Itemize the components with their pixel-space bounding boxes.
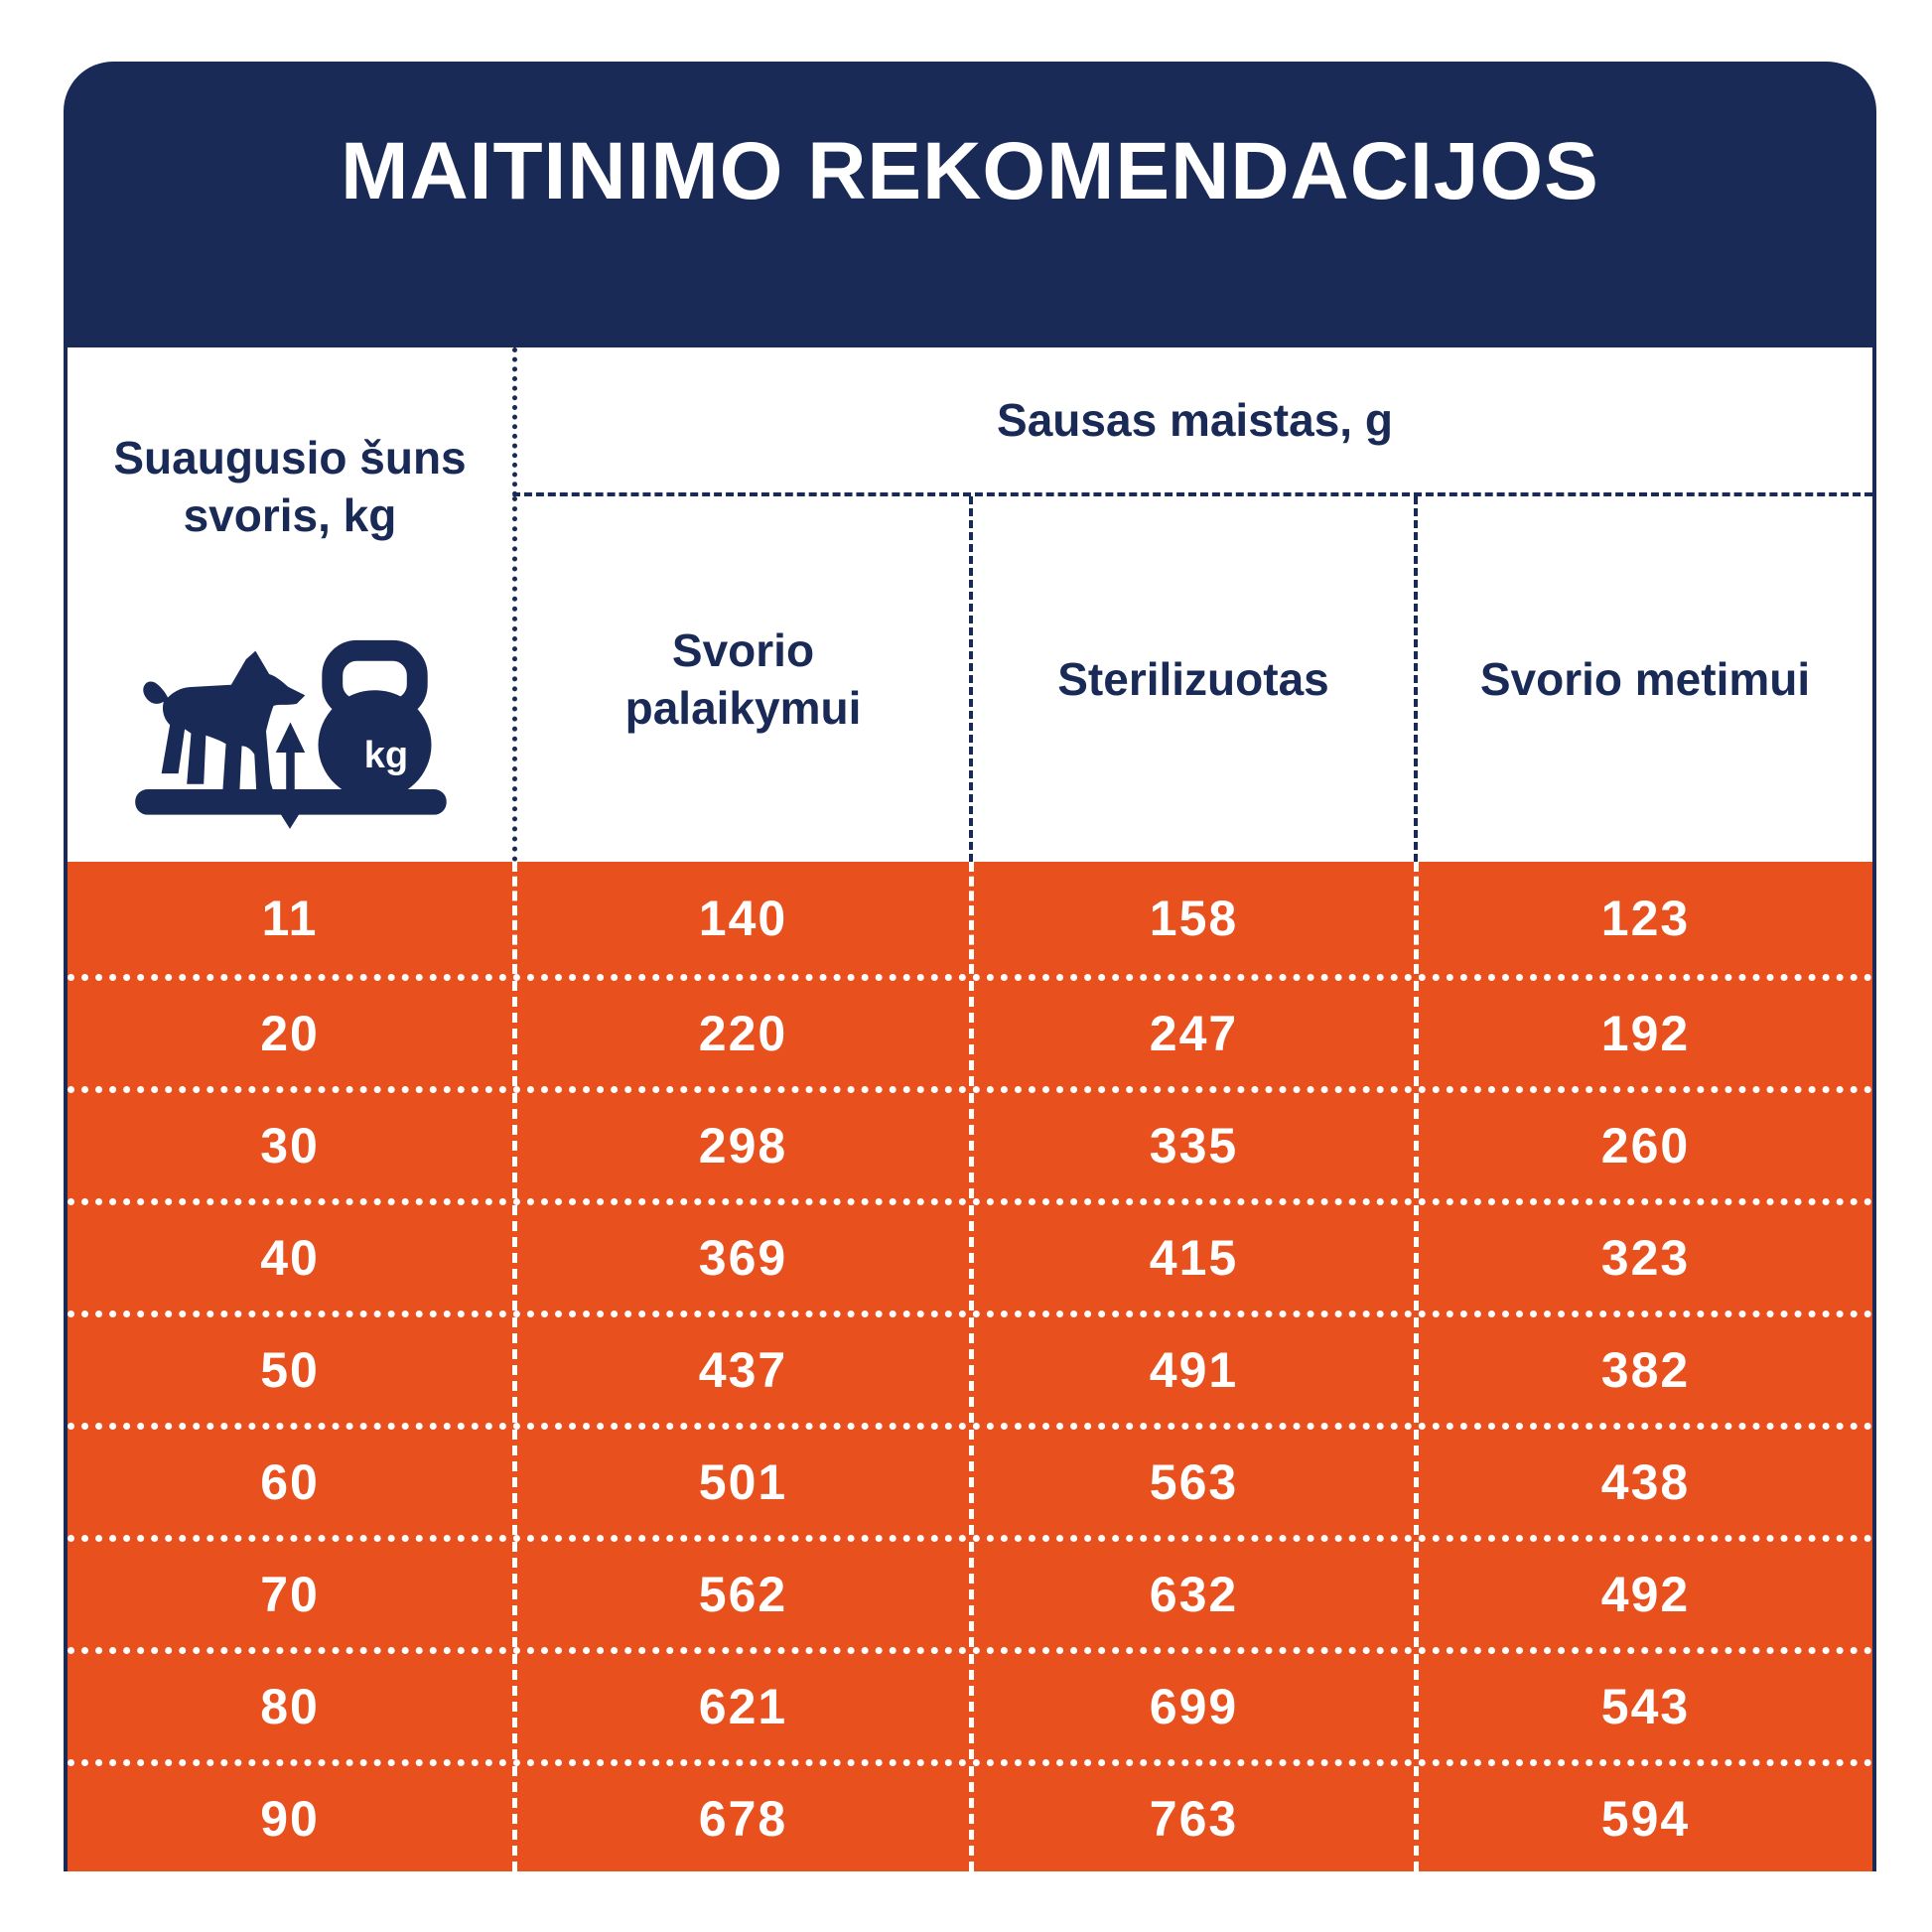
value-cell: 247 <box>969 981 1414 1086</box>
value-cell: 158 <box>969 862 1414 974</box>
weight-column-header: Suaugusio šuns svoris, kg kg <box>68 347 512 862</box>
value-cell: 563 <box>969 1430 1414 1535</box>
table-body: 11 140 158 123 20 220 247 192 30 298 335… <box>64 862 1876 1871</box>
value-cell: 594 <box>1414 1766 1872 1871</box>
value-cell: 369 <box>512 1205 969 1311</box>
weight-header-line2: svoris, kg <box>183 489 397 541</box>
value-cell: 678 <box>512 1766 969 1871</box>
table-row: 80 621 699 543 <box>68 1647 1872 1759</box>
value-cell: 335 <box>969 1093 1414 1198</box>
column-header-sterilized: Sterilizuotas <box>969 496 1414 862</box>
value-cell: 501 <box>512 1430 969 1535</box>
value-cell: 763 <box>969 1766 1414 1871</box>
value-cell: 192 <box>1414 981 1872 1086</box>
value-cell: 298 <box>512 1093 969 1198</box>
weight-cell: 80 <box>260 1679 320 1734</box>
scale-beam <box>135 789 447 815</box>
value-cell: 438 <box>1414 1430 1872 1535</box>
column-header-line: Sterilizuotas <box>1057 653 1329 705</box>
table-row: 50 437 491 382 <box>68 1311 1872 1423</box>
title-bar: MAITINIMO REKOMENDACIJOS <box>64 62 1876 347</box>
value-cell: 632 <box>969 1542 1414 1647</box>
table-row: 70 562 632 492 <box>68 1535 1872 1647</box>
table-row: 11 140 158 123 <box>68 862 1872 974</box>
value-cell: 492 <box>1414 1542 1872 1647</box>
value-cell: 220 <box>512 981 969 1086</box>
value-cell: 543 <box>1414 1654 1872 1759</box>
weight-cell: 30 <box>260 1118 320 1173</box>
dog-icon <box>143 650 306 795</box>
value-cell: 699 <box>969 1654 1414 1759</box>
kettlebell-kg-label: kg <box>364 735 408 776</box>
column-header-maintenance: Svorio palaikymui <box>512 496 969 862</box>
up-arrow-icon <box>275 722 306 790</box>
value-cell: 415 <box>969 1205 1414 1311</box>
table-row: 20 220 247 192 <box>68 974 1872 1086</box>
weight-cell: 60 <box>260 1454 320 1510</box>
table-header: Suaugusio šuns svoris, kg kg <box>64 347 1876 862</box>
table-row: 40 369 415 323 <box>68 1198 1872 1311</box>
value-cell: 491 <box>969 1317 1414 1423</box>
value-cell: 140 <box>512 862 969 974</box>
value-cell: 621 <box>512 1654 969 1759</box>
weight-cell: 90 <box>260 1791 320 1847</box>
kettlebell-icon: kg <box>318 639 432 800</box>
table-row: 30 298 335 260 <box>68 1086 1872 1198</box>
column-header-weight-loss: Svorio metimui <box>1414 496 1872 862</box>
weight-header-line1: Suaugusio šuns <box>113 432 467 483</box>
dog-weight-scale-icon: kg <box>135 639 447 829</box>
value-cell: 562 <box>512 1542 969 1647</box>
group-header-dry-food: Sausas maistas, g <box>512 347 1872 496</box>
value-cell: 323 <box>1414 1205 1872 1311</box>
weight-header-label: Suaugusio šuns svoris, kg <box>113 429 466 544</box>
column-header-line: Svorio metimui <box>1479 653 1811 705</box>
column-header-line: Svorio <box>671 624 815 676</box>
weight-cell: 50 <box>260 1342 320 1398</box>
value-cell: 437 <box>512 1317 969 1423</box>
value-cell: 260 <box>1414 1093 1872 1198</box>
column-header-line: palaikymui <box>624 682 862 734</box>
table-row: 90 678 763 594 <box>68 1759 1872 1871</box>
table-row: 60 501 563 438 <box>68 1423 1872 1535</box>
feeding-table-card: MAITINIMO REKOMENDACIJOS Suaugusio šuns … <box>64 62 1876 1871</box>
scale-pivot-notch <box>280 813 300 829</box>
page-title: MAITINIMO REKOMENDACIJOS <box>341 126 1599 216</box>
weight-cell: 11 <box>261 890 319 946</box>
weight-cell: 40 <box>260 1230 320 1286</box>
weight-cell: 70 <box>260 1567 320 1622</box>
group-header-label: Sausas maistas, g <box>997 394 1393 446</box>
value-cell: 382 <box>1414 1317 1872 1423</box>
value-cell: 123 <box>1414 862 1872 974</box>
weight-cell: 20 <box>260 1006 320 1061</box>
